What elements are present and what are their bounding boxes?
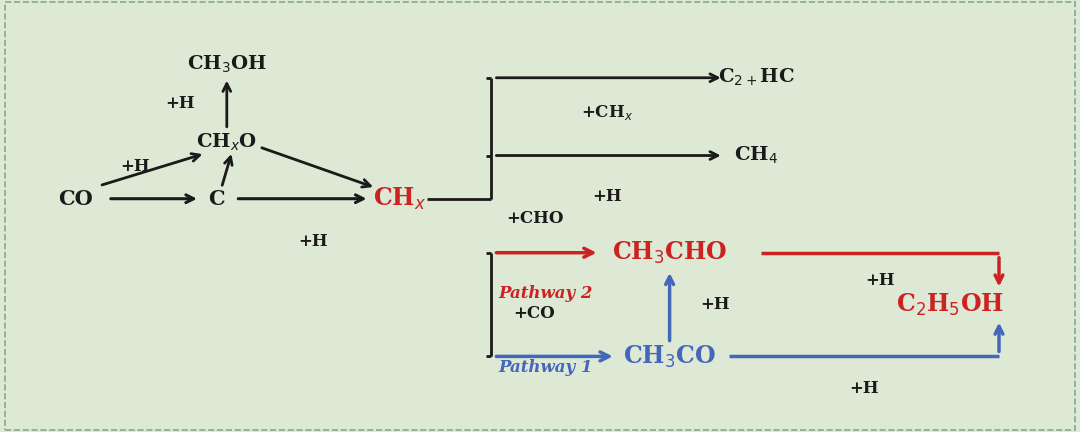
- Text: +H: +H: [593, 188, 622, 205]
- Text: CH$_3$OH: CH$_3$OH: [187, 54, 267, 76]
- Text: +H: +H: [865, 272, 895, 289]
- Text: +CO: +CO: [514, 305, 555, 322]
- Text: +H: +H: [120, 158, 150, 175]
- Text: CH$_x$O: CH$_x$O: [197, 132, 257, 153]
- Text: Pathway 1: Pathway 1: [498, 359, 593, 376]
- Text: +H: +H: [700, 296, 729, 313]
- Text: CH$_3$CHO: CH$_3$CHO: [612, 240, 727, 266]
- Text: CH$_x$: CH$_x$: [373, 186, 427, 212]
- Text: +H: +H: [165, 95, 194, 112]
- Text: CH$_3$CO: CH$_3$CO: [623, 343, 716, 369]
- Text: +H: +H: [298, 233, 328, 251]
- Text: C$_{2+}$HC: C$_{2+}$HC: [717, 67, 795, 89]
- Text: CH$_4$: CH$_4$: [734, 145, 778, 166]
- Text: C: C: [207, 189, 225, 209]
- Text: CO: CO: [58, 189, 93, 209]
- Text: Pathway 2: Pathway 2: [498, 285, 593, 302]
- Text: C$_2$H$_5$OH: C$_2$H$_5$OH: [896, 292, 1004, 318]
- Text: +CHO: +CHO: [505, 210, 564, 227]
- Text: +CH$_x$: +CH$_x$: [581, 103, 634, 122]
- Text: +H: +H: [849, 380, 879, 397]
